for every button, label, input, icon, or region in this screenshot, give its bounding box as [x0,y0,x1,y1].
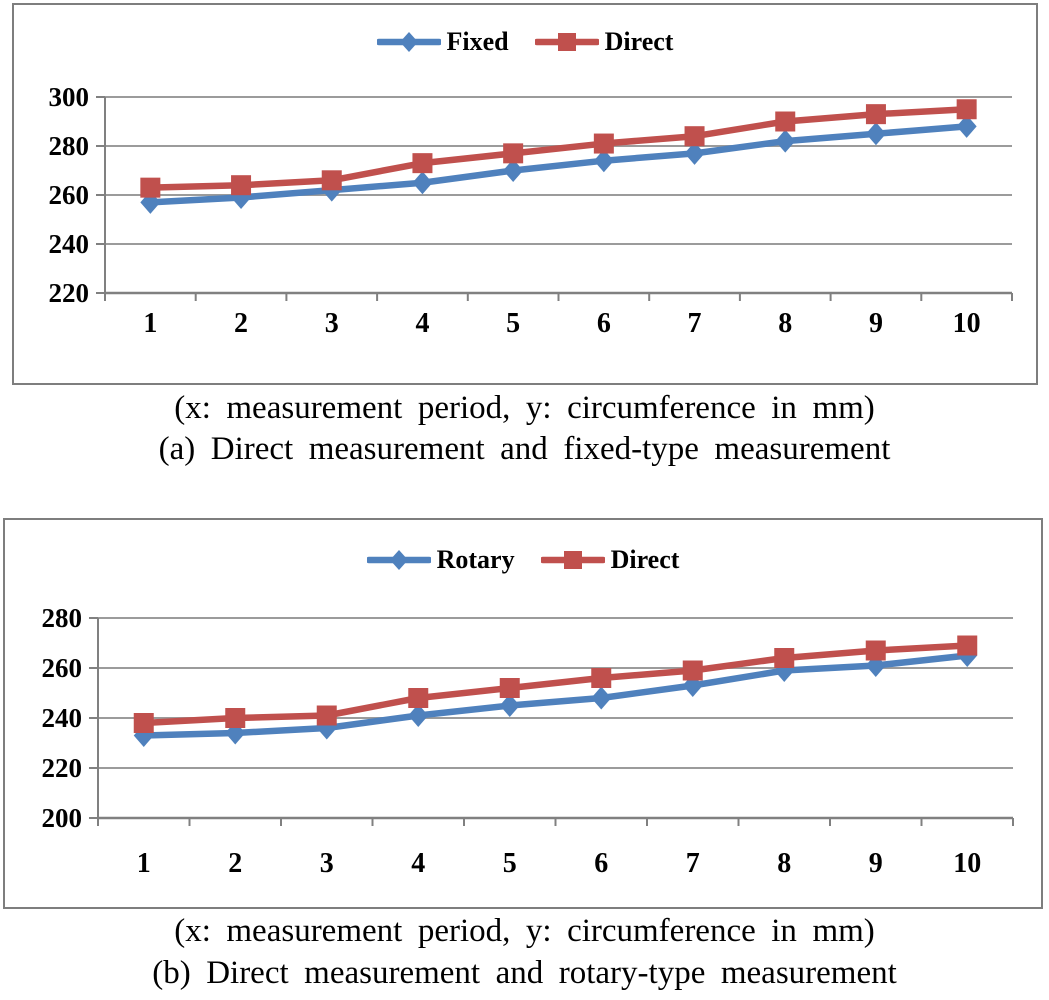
legend-item-fixed: Fixed [376,27,509,56]
data-point-direct [412,153,433,174]
data-point-direct [591,668,612,688]
plot-area-b: 200 220 240 260 280 1 2 3 4 5 6 7 8 9 10 [42,603,1014,879]
y-tick-label: 260 [42,653,83,683]
legend-square [563,551,582,569]
x-tick-label: 5 [506,308,520,339]
data-point-direct [503,143,524,164]
legend-item-direct-b: Direct [540,545,680,574]
data-point-direct [225,708,246,728]
data-point-rotary [499,694,520,717]
x-tick-label: 6 [594,848,608,879]
x-tick-label: 7 [686,848,700,879]
data-point-direct [499,678,520,698]
x-tick-label: 7 [688,308,702,339]
chart-panel-a: Fixed Direct 220 240 260 280 300 1 2 3 4 5 6 7 8 9 10 [12,3,1038,385]
y-tick-label: 240 [42,703,83,733]
data-point-direct [956,99,977,120]
x-tick-label: 1 [143,308,157,339]
y-tick-label: 260 [49,180,90,210]
x-tick-label: 5 [503,848,517,879]
y-tick-label: 240 [49,229,90,259]
square-marker-icon [534,33,599,51]
data-point-direct [865,640,886,661]
data-point-fixed [412,171,433,195]
x-tick-label: 10 [953,848,981,879]
y-tick-label: 300 [49,82,90,112]
data-point-fixed [865,122,886,146]
caption-b-title: (b) Direct measurement and rotary-type m… [152,955,897,991]
legend-label-rotary: Rotary [436,545,515,574]
series-line-rotary [140,652,971,739]
data-point-direct [140,177,161,198]
caption-a-axis-note: (x: measurement period, y: circumference… [174,390,875,426]
y-tick-label: 280 [49,131,90,161]
data-point-direct [316,705,337,726]
data-point-direct [231,175,252,196]
legend-item-direct-a: Direct [534,27,674,56]
x-tick-label: 8 [777,848,791,879]
y-tick-label: 220 [42,753,83,783]
data-point-direct [865,104,886,125]
y-tick-label: 280 [42,603,83,633]
legend-diamond [389,550,408,570]
x-tick-label: 10 [953,308,981,339]
legend-label-direct-a: Direct [604,27,674,56]
y-tick-label: 220 [49,278,90,308]
y-tick-label: 200 [42,803,83,833]
data-point-direct [321,170,342,191]
data-point-fixed [593,149,614,173]
caption-b-axis-note: (x: measurement period, y: circumference… [174,913,875,949]
chart-panel-b: Rotary Direct 200 220 240 260 280 1 2 3 4 5 6 7 8 9 10 [3,518,1043,909]
legend-label-direct-b: Direct [610,545,680,574]
data-point-direct [957,635,978,656]
data-point-direct [682,660,703,681]
diamond-marker-icon [376,32,441,52]
data-point-fixed [956,114,977,138]
x-tick-label: 2 [234,308,248,339]
legend-b: Rotary Direct [5,547,1041,573]
legend-label-fixed: Fixed [446,27,509,56]
legend-square [557,33,576,51]
x-tick-label: 9 [869,848,883,879]
data-point-direct [774,648,795,668]
x-tick-label: 2 [228,848,242,879]
x-tick-label: 6 [597,308,611,339]
data-point-fixed [684,141,705,165]
x-tick-label: 8 [778,308,792,339]
x-tick-label: 3 [325,308,339,339]
x-tick-label: 1 [137,848,151,879]
diamond-marker-icon [366,550,431,570]
legend-diamond [399,32,418,52]
square-marker-icon [540,551,605,569]
legend-a: Fixed Direct [14,29,1036,55]
series-line-fixed [147,123,970,206]
x-tick-label: 4 [411,848,425,879]
plot-area-a: 220 240 260 280 300 1 2 3 4 5 6 7 8 9 10 [49,82,1013,339]
caption-a-title: (a) Direct measurement and fixed-type me… [158,431,891,467]
data-point-rotary [591,686,612,710]
series-line-direct [140,642,971,727]
data-point-direct [408,688,429,708]
data-point-fixed [775,129,796,153]
data-point-direct [133,713,154,733]
x-tick-label: 9 [869,308,883,339]
data-point-rotary [408,704,429,727]
series-line-direct [147,106,970,191]
data-point-fixed [503,159,524,182]
legend-item-rotary: Rotary [366,545,515,574]
data-point-direct [775,111,796,132]
data-point-direct [684,126,705,147]
x-tick-label: 4 [415,308,429,339]
data-point-direct [593,133,614,154]
x-tick-label: 3 [320,848,334,879]
